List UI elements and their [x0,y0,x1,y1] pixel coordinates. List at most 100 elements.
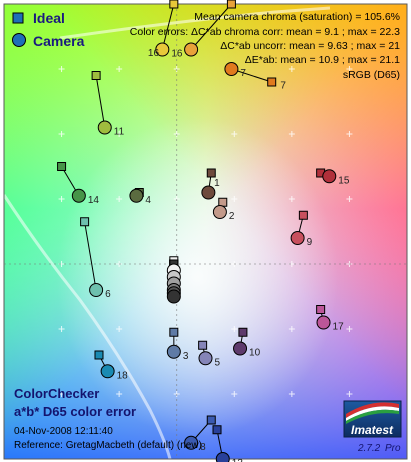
ideal-marker-16 [169,0,179,9]
grid-mark [58,66,65,72]
camera-marker-24 [166,289,181,304]
patch-label-10: 10 [249,348,261,359]
camera-marker-12 [184,42,199,57]
grid-mark [346,326,353,332]
patch-label-18: 18 [117,370,129,381]
grid-mark [58,131,65,137]
camera-marker-3 [166,344,181,359]
grid-mark [116,131,123,137]
ideal-marker-10 [238,327,248,337]
patch-label-7: 7 [240,68,246,79]
error-vector-7 [231,68,272,83]
grid-mark [116,326,123,332]
camera-marker-6 [89,283,104,297]
patch-label-extra-16: 16 [148,48,160,59]
camera-marker-14 [71,188,86,203]
stat-colorspace: sRGB (D65) [343,69,400,81]
patch-label-extra-1: 1 [214,178,220,189]
grid-mark [58,326,65,332]
stat-dc-corr: Color errors: ΔC*ab chroma corr: mean = … [130,26,400,38]
legend-ideal-label: Ideal [33,10,65,26]
zero-axes [4,4,407,459]
grid-mark [288,391,295,397]
grid-mark [288,196,295,202]
footer: ColorChecker a*b* D65 color error 04-Nov… [14,386,202,451]
camera-marker-13 [215,452,230,462]
ideal-marker-6 [80,217,90,227]
footer-title-2: a*b* D65 color error [14,404,136,419]
ideal-marker-13 [212,425,222,435]
ideal-marker-1 [206,168,216,178]
patch-label-3: 3 [183,351,189,362]
footer-title-1: ColorChecker [14,386,99,401]
patch-label-17: 17 [333,322,345,333]
logo-name: Imatest [351,423,394,437]
patch-label-4: 4 [145,195,151,206]
ideal-marker-9 [298,210,308,220]
camera-marker-18 [100,364,115,379]
grid-mark [288,66,295,72]
patch-label-2: 2 [229,211,235,222]
ideal-marker-17 [316,305,326,314]
camera-marker-4 [129,188,144,203]
patch-label-13: 13 [232,458,244,462]
camera-marker-7 [224,62,239,76]
patch-label-extra-7: 7 [280,81,286,92]
patch-labels: 2 3 4 5 6 7 8 9 10 11 13 14 15 16 17 18 1 16 7 [88,48,350,462]
patch-label-11: 11 [114,127,125,138]
camera-marker-9 [290,231,305,245]
patch-label-16: 16 [171,49,183,60]
grid-mark [288,326,295,332]
gamut-curve-top [59,6,331,40]
camera-marker-17 [316,315,331,330]
footer-reference: Reference: GretagMacbeth (default) (new) [14,440,202,451]
legend-camera-label: Camera [33,33,85,49]
legend-ideal-marker [12,12,24,24]
ideal-marker-5 [198,340,208,350]
ideal-marker-3 [169,327,179,337]
grid-mark [116,66,123,72]
grid-mark [231,196,238,202]
logo-version: 2.7.2 [357,443,381,454]
ideal-marker-11 [91,71,101,80]
legend-camera-marker [12,33,26,47]
grid-mark [116,196,123,202]
grid-mark [346,196,353,202]
grid-mark [231,326,238,332]
ideal-marker-14 [57,162,67,171]
patch-label-6: 6 [105,289,111,300]
camera-marker-11 [97,120,112,135]
grid-mark [346,66,353,72]
error-vector-11 [95,75,106,128]
camera-marker-1 [201,185,216,200]
patch-label-14: 14 [88,195,100,206]
patch-label-5: 5 [215,357,221,368]
error-vector-6 [84,221,97,291]
logo-edition: Pro [385,443,401,454]
plot-area [2,3,408,460]
error-vector-12 [190,3,232,50]
camera-marker-5 [198,351,213,366]
camera-markers [71,42,337,462]
grid-mark [58,196,65,202]
camera-marker-2 [212,205,227,219]
patch-label-8: 8 [200,442,206,453]
stat-chroma: Mean camera chroma (saturation) = 105.6% [194,11,400,23]
camera-marker-15 [322,169,337,184]
footer-timestamp: 04-Nov-2008 12:11:40 [14,426,113,437]
grid-mark [231,391,238,397]
ideal-marker-18 [94,350,104,360]
grid-mark [288,131,295,137]
gamut-curve-left [2,194,172,460]
grid-mark [231,131,238,137]
grid-mark [116,391,123,397]
stats-block: Mean camera chroma (saturation) = 105.6%… [130,11,400,81]
grid-mark [58,391,65,397]
error-vector-16 [161,3,175,50]
ideal-marker-8 [206,415,216,425]
stat-dc-uncorr: ΔC*ab uncorr: mean = 9.63 ; max = 21 [220,40,400,52]
grid-mark [346,131,353,137]
imatest-logo: Imatest 2.7.2 Pro [343,400,402,454]
grid-mark [346,391,353,397]
ideal-marker-12 [226,0,236,9]
